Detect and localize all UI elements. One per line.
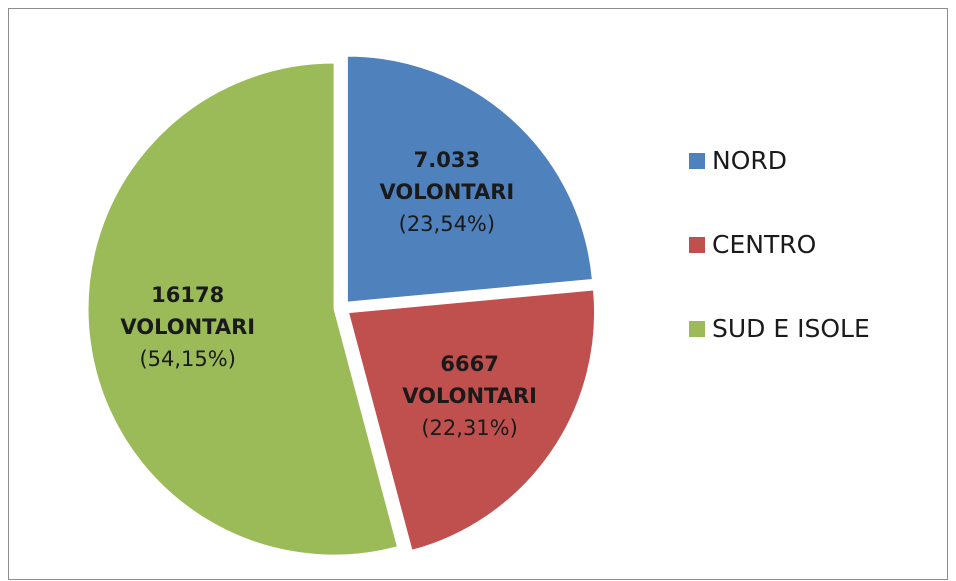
pie-slice xyxy=(346,55,593,303)
percentage-label: (23,54%) xyxy=(399,212,495,236)
legend-swatch xyxy=(689,153,705,169)
unit-label: VOLONTARI xyxy=(120,315,255,339)
unit-label: VOLONTARI xyxy=(402,384,537,408)
legend-label: SUD E ISOLE xyxy=(712,314,870,343)
legend-label: CENTRO xyxy=(712,230,816,259)
legend-swatch xyxy=(689,321,705,337)
pie-slice xyxy=(347,289,596,551)
value-label: 7.033 xyxy=(414,148,480,172)
pie-slice xyxy=(87,62,399,556)
unit-label: VOLONTARI xyxy=(379,180,514,204)
value-label: 16178 xyxy=(151,283,224,307)
legend-label: NORD xyxy=(712,146,787,175)
percentage-label: (22,31%) xyxy=(421,416,517,440)
value-label: 6667 xyxy=(440,352,498,376)
legend-swatch xyxy=(689,237,705,253)
percentage-label: (54,15%) xyxy=(139,347,235,371)
